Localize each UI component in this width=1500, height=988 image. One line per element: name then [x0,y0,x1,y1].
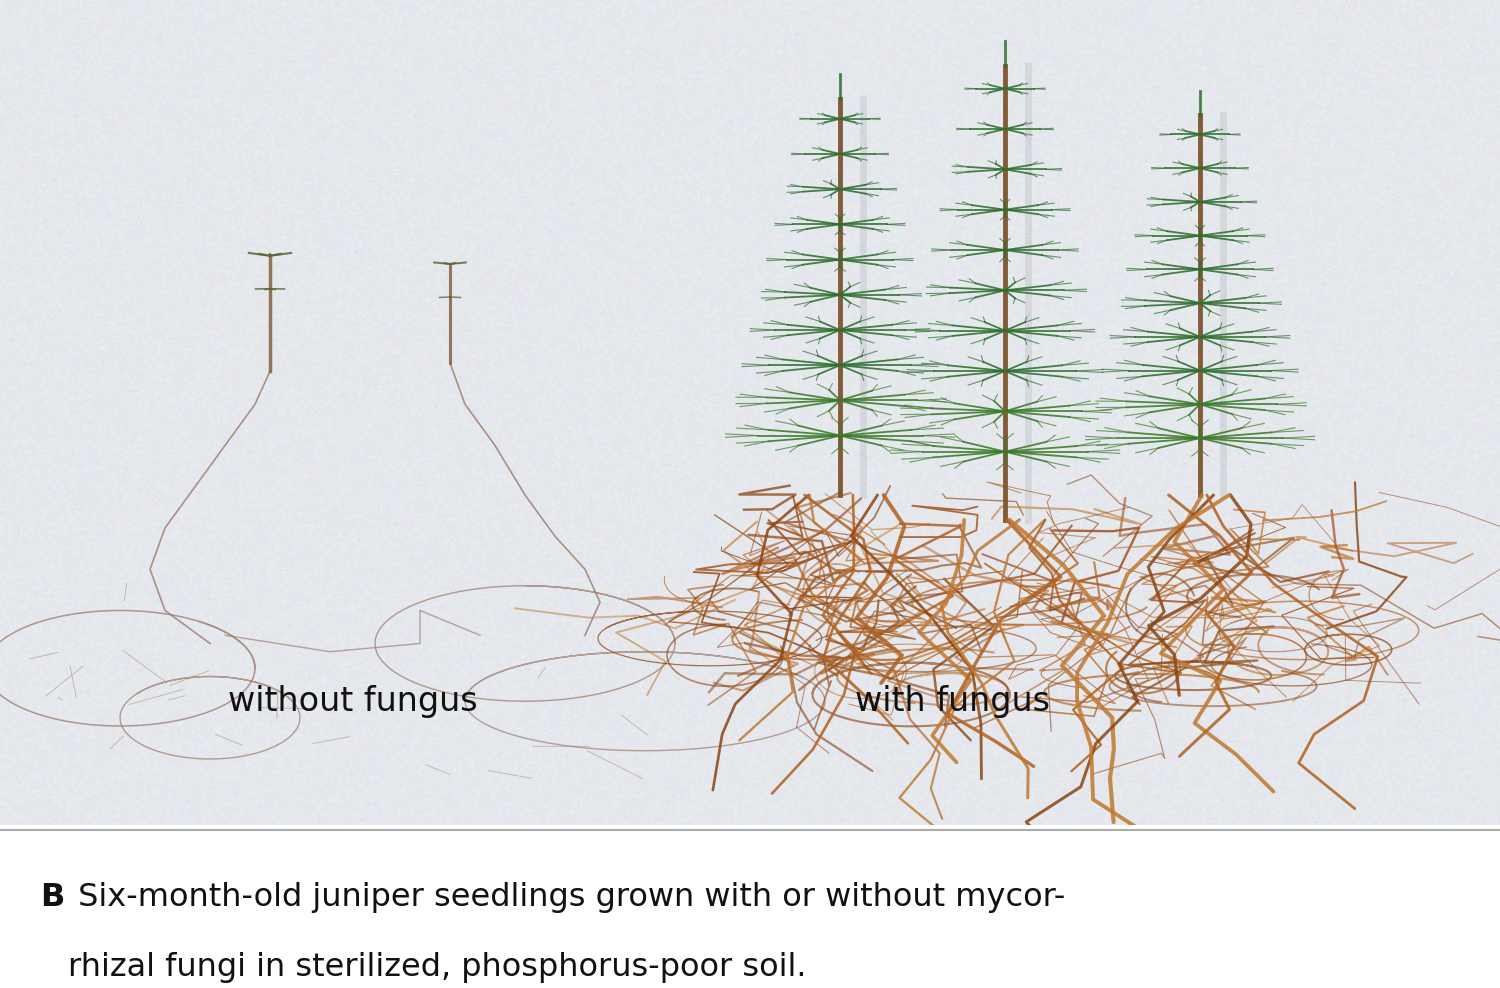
Text: with fungus: with fungus [855,685,1050,717]
Text: rhizal fungi in sterilized, phosphorus-poor soil.: rhizal fungi in sterilized, phosphorus-p… [68,952,806,983]
Text: without fungus: without fungus [228,685,477,717]
Text: B: B [40,882,64,913]
Text: Six-month-old juniper seedlings grown with or without mycor-: Six-month-old juniper seedlings grown wi… [68,882,1065,913]
